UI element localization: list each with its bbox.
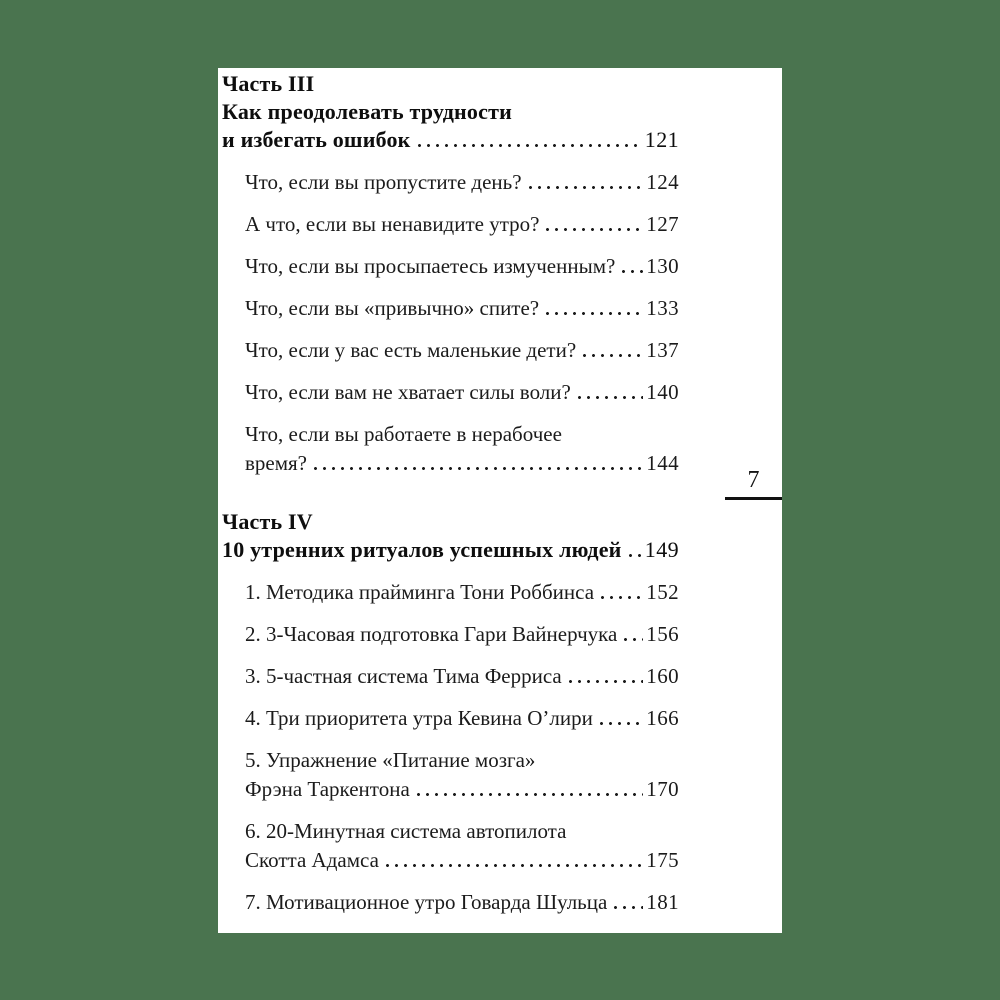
toc-item-page-number: 124 bbox=[646, 170, 679, 194]
part-title-line: Как преодолевать трудности bbox=[222, 99, 512, 124]
toc-item-title: 1. Методика прайминга Тони Роббинса bbox=[245, 580, 595, 604]
dot-leader bbox=[622, 270, 644, 273]
toc-item-page-number: 140 bbox=[646, 380, 679, 404]
dot-leader bbox=[599, 722, 644, 725]
dot-leader bbox=[417, 144, 642, 147]
toc-item-row: Что, если вы «привычно» спите? 133 bbox=[245, 294, 679, 323]
toc-item-list: Что, если вы пропустите день? 124 А что,… bbox=[245, 168, 679, 478]
toc-item-row: А что, если вы ненавидите утро? 127 bbox=[245, 210, 679, 239]
toc-item-title: Что, если вы «привычно» спите? bbox=[245, 296, 540, 320]
toc-item-line: 6. 20-Минутная система автопилота bbox=[245, 819, 567, 843]
toc-item: 1. Методика прайминга Тони Роббинса 152 bbox=[245, 578, 679, 607]
toc-item-list: 1. Методика прайминга Тони Роббинса 152 … bbox=[245, 578, 679, 917]
toc-item-title: А что, если вы ненавидите утро? bbox=[245, 212, 540, 236]
toc-item-title: 2. 3-Часовая подготовка Гари Вайнерчука bbox=[245, 622, 618, 646]
toc-item-lines: 6. 20-Минутная система автопилота bbox=[245, 817, 679, 846]
toc-item-page-number: 175 bbox=[646, 848, 679, 872]
toc-item: Что, если вы просыпаетесь измученным? 13… bbox=[245, 252, 679, 281]
toc-item-page-number: 166 bbox=[646, 706, 679, 730]
toc-item-title: Фрэна Таркентона bbox=[245, 777, 410, 801]
toc-item-title: 3. 5-частная система Тима Ферриса bbox=[245, 664, 562, 688]
toc-item-lines: Что, если вы работаете в нерабочее bbox=[245, 420, 679, 449]
toc-item-page-number: 160 bbox=[646, 664, 679, 688]
toc-item-row: 1. Методика прайминга Тони Роббинса 152 bbox=[245, 578, 679, 607]
dot-leader bbox=[314, 467, 644, 470]
toc-item: Что, если у вас есть маленькие дети? 137 bbox=[245, 336, 679, 365]
toc-item: 2. 3-Часовая подготовка Гари Вайнерчука … bbox=[245, 620, 679, 649]
book-page: Часть III Как преодолевать трудности и и… bbox=[218, 68, 782, 933]
dot-leader bbox=[624, 638, 644, 641]
toc-item-title: Скотта Адамса bbox=[245, 848, 379, 872]
toc-item-row: 2. 3-Часовая подготовка Гари Вайнерчука … bbox=[245, 620, 679, 649]
toc-item: А что, если вы ненавидите утро? 127 bbox=[245, 210, 679, 239]
toc-item-row: Что, если вы просыпаетесь измученным? 13… bbox=[245, 252, 679, 281]
toc-item: 5. Упражнение «Питание мозга» Фрэна Тарк… bbox=[245, 746, 679, 804]
toc-item-row: 4. Три приоритета утра Кевина О’лири 166 bbox=[245, 704, 679, 733]
toc-item-title: Что, если вам не хватает силы воли? bbox=[245, 380, 571, 404]
dot-leader bbox=[416, 793, 644, 796]
dot-leader bbox=[568, 680, 644, 683]
part-page-number: 121 bbox=[644, 127, 679, 152]
toc-item: Что, если вам не хватает силы воли? 140 bbox=[245, 378, 679, 407]
dot-leader bbox=[614, 906, 644, 909]
part-label: Часть III bbox=[222, 71, 315, 96]
toc-item-line: Что, если вы работаете в нерабочее bbox=[245, 422, 562, 446]
toc-item-page-number: 181 bbox=[646, 890, 679, 914]
toc-item-title: Что, если вы пропустите день? bbox=[245, 170, 522, 194]
toc-item-title: время? bbox=[245, 451, 308, 475]
toc-item-row: 7. Мотивационное утро Говарда Шульца 181 bbox=[245, 888, 679, 917]
toc-item-row: Фрэна Таркентона 170 bbox=[245, 775, 679, 804]
toc-section: Часть IV 10 утренних ритуалов успешных л… bbox=[222, 508, 679, 917]
toc-item: 7. Мотивационное утро Говарда Шульца 181 bbox=[245, 888, 679, 917]
dot-leader bbox=[583, 354, 644, 357]
toc-item-title: Что, если у вас есть маленькие дети? bbox=[245, 338, 577, 362]
toc-item-row: Скотта Адамса 175 bbox=[245, 846, 679, 875]
page-number: 7 bbox=[747, 467, 760, 493]
toc-item-row: время? 144 bbox=[245, 449, 679, 478]
toc-item-row: Что, если вы пропустите день? 124 bbox=[245, 168, 679, 197]
table-of-contents: Часть III Как преодолевать трудности и и… bbox=[222, 70, 679, 917]
page-number-rule bbox=[725, 497, 782, 500]
part-title: и избегать ошибок bbox=[222, 127, 411, 152]
toc-item-page-number: 133 bbox=[646, 296, 679, 320]
dot-leader bbox=[577, 396, 644, 399]
part-label: Часть IV bbox=[222, 509, 313, 534]
toc-item-page-number: 156 bbox=[646, 622, 679, 646]
dot-leader bbox=[528, 186, 644, 189]
toc-item-line: 5. Упражнение «Питание мозга» bbox=[245, 748, 536, 772]
toc-item-row: 3. 5-частная система Тима Ферриса 160 bbox=[245, 662, 679, 691]
part-page-number: 149 bbox=[644, 537, 679, 562]
dot-leader bbox=[546, 228, 644, 231]
toc-item-lines: 5. Упражнение «Питание мозга» bbox=[245, 746, 679, 775]
toc-item-title: Что, если вы просыпаетесь измученным? bbox=[245, 254, 616, 278]
toc-item-page-number: 152 bbox=[646, 580, 679, 604]
toc-item: 6. 20-Минутная система автопилота Скотта… bbox=[245, 817, 679, 875]
toc-item-row: Что, если вам не хватает силы воли? 140 bbox=[245, 378, 679, 407]
toc-item: 3. 5-частная система Тима Ферриса 160 bbox=[245, 662, 679, 691]
toc-item: Что, если вы «привычно» спите? 133 bbox=[245, 294, 679, 323]
toc-item-page-number: 144 bbox=[646, 451, 679, 475]
toc-item-page-number: 130 bbox=[646, 254, 679, 278]
toc-item-page-number: 137 bbox=[646, 338, 679, 362]
toc-item-title: 7. Мотивационное утро Говарда Шульца bbox=[245, 890, 608, 914]
part-title: 10 утренних ритуалов успешных людей bbox=[222, 537, 622, 562]
dot-leader bbox=[546, 312, 644, 315]
dot-leader bbox=[628, 554, 642, 557]
toc-item: Что, если вы работаете в нерабочее время… bbox=[245, 420, 679, 478]
toc-item-page-number: 127 bbox=[646, 212, 679, 236]
part-title-row: 10 утренних ритуалов успешных людей 149 bbox=[222, 536, 679, 564]
toc-item-page-number: 170 bbox=[646, 777, 679, 801]
part-title-lines: Как преодолевать трудности bbox=[222, 98, 679, 126]
toc-item: 4. Три приоритета утра Кевина О’лири 166 bbox=[245, 704, 679, 733]
toc-item-title: 4. Три приоритета утра Кевина О’лири bbox=[245, 706, 593, 730]
dot-leader bbox=[601, 596, 644, 599]
toc-item-row: Что, если у вас есть маленькие дети? 137 bbox=[245, 336, 679, 365]
dot-leader bbox=[385, 864, 644, 867]
toc-item: Что, если вы пропустите день? 124 bbox=[245, 168, 679, 197]
part-title-row: и избегать ошибок 121 bbox=[222, 126, 679, 154]
toc-section: Часть III Как преодолевать трудности и и… bbox=[222, 70, 679, 478]
